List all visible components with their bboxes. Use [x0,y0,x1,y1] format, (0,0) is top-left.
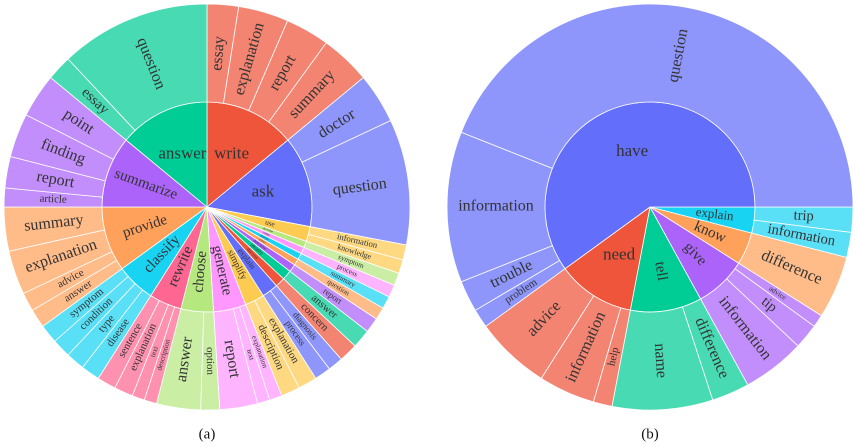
outer-label: help [606,346,622,368]
inner-label: have [616,141,648,160]
inner-label: describe [262,226,274,234]
inner-label: answer [158,144,206,163]
outer-label: text [245,348,256,361]
outer-label: option [204,347,216,376]
inner-label: select [258,237,266,244]
inner-label: explain [695,205,735,224]
outer-label: information [458,198,534,215]
inner-label: analyze [259,233,270,241]
outer-label: article [39,193,67,206]
inner-label: ask [252,182,275,201]
outer-segment [67,3,208,132]
inner-label: write [214,144,249,163]
outer-label: question [332,175,388,199]
outer-label: answer [173,335,196,383]
caption: (b) [641,426,659,442]
outer-segment [460,3,854,208]
inner-label: tell [651,260,670,281]
inner-label: create [262,230,271,237]
outer-label: report [35,168,76,191]
outer-label: summary [23,211,84,234]
outer-label: report [221,339,244,380]
caption: (a) [199,426,216,442]
inner-label: use [264,217,277,228]
inner-label: choose [190,250,210,293]
inner-label: need [603,245,636,264]
outer-label: name [651,343,670,379]
outer-label: text [149,345,160,358]
outer-label: trip [793,207,814,224]
outer-label: essay [208,35,228,71]
